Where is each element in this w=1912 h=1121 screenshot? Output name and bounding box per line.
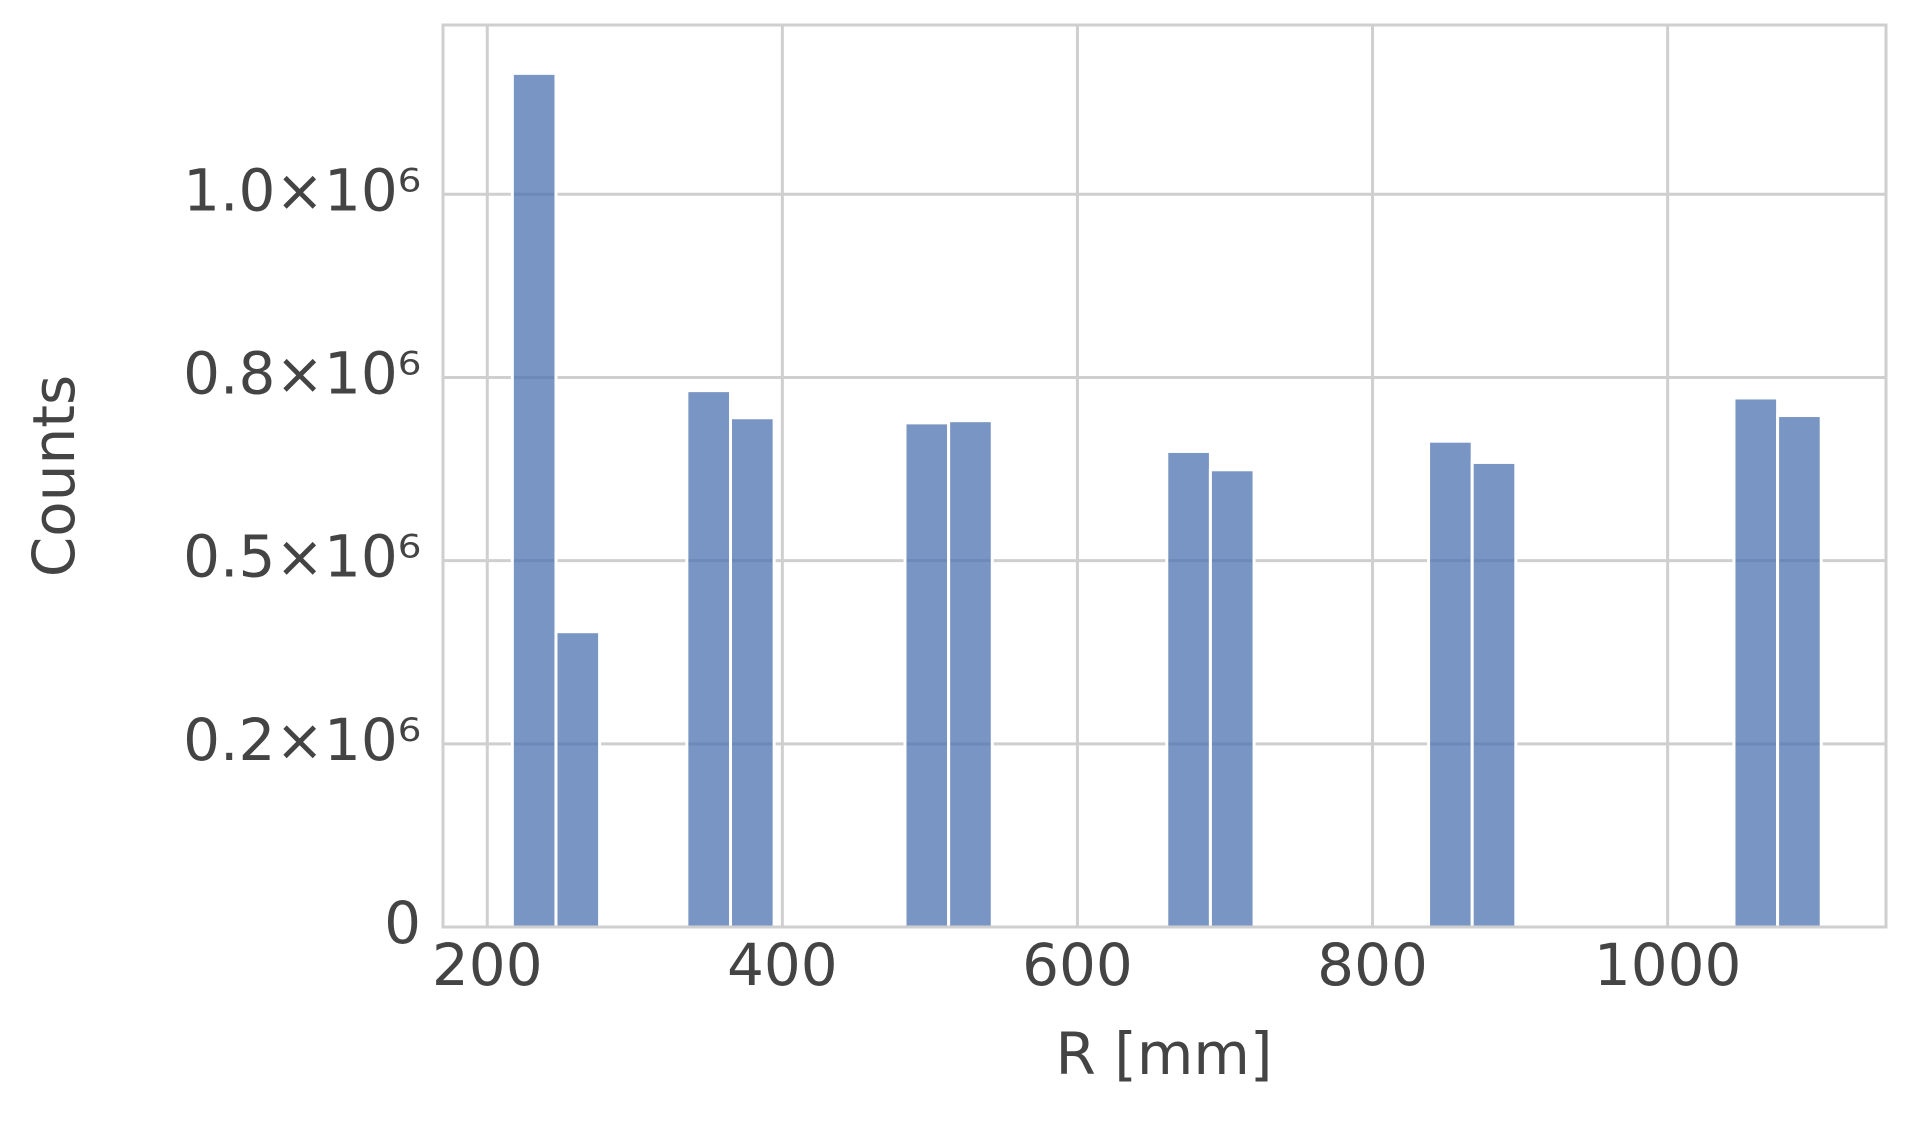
x-axis-label: R [mm] (1056, 1020, 1273, 1088)
bar (1732, 396, 1780, 929)
y-tick-label: 0.5×10⁶ (183, 523, 421, 591)
bar (510, 71, 558, 929)
bar (903, 421, 951, 929)
x-tick-label: 800 (1317, 931, 1428, 999)
x-tick-label: 600 (1022, 931, 1133, 999)
y-tick-label: 0.8×10⁶ (183, 340, 421, 408)
bar (947, 419, 994, 929)
y-tick-label: 0.2×10⁶ (183, 706, 421, 774)
y-tick-label: 0 (384, 889, 421, 957)
x-tick-label: 400 (727, 931, 838, 999)
bar (1165, 449, 1212, 929)
bar (1208, 468, 1256, 929)
x-tick-label: 200 (432, 931, 543, 999)
bar (554, 630, 602, 929)
bar (1427, 439, 1474, 929)
bar (1470, 460, 1518, 929)
plot-frame (441, 23, 1888, 929)
bar (685, 389, 732, 929)
x-tick-label: 1000 (1594, 931, 1742, 999)
bar (1776, 414, 1823, 929)
bar (728, 416, 776, 929)
y-tick-label: 1.0×10⁶ (183, 156, 421, 224)
y-axis-label: Counts (20, 375, 88, 577)
